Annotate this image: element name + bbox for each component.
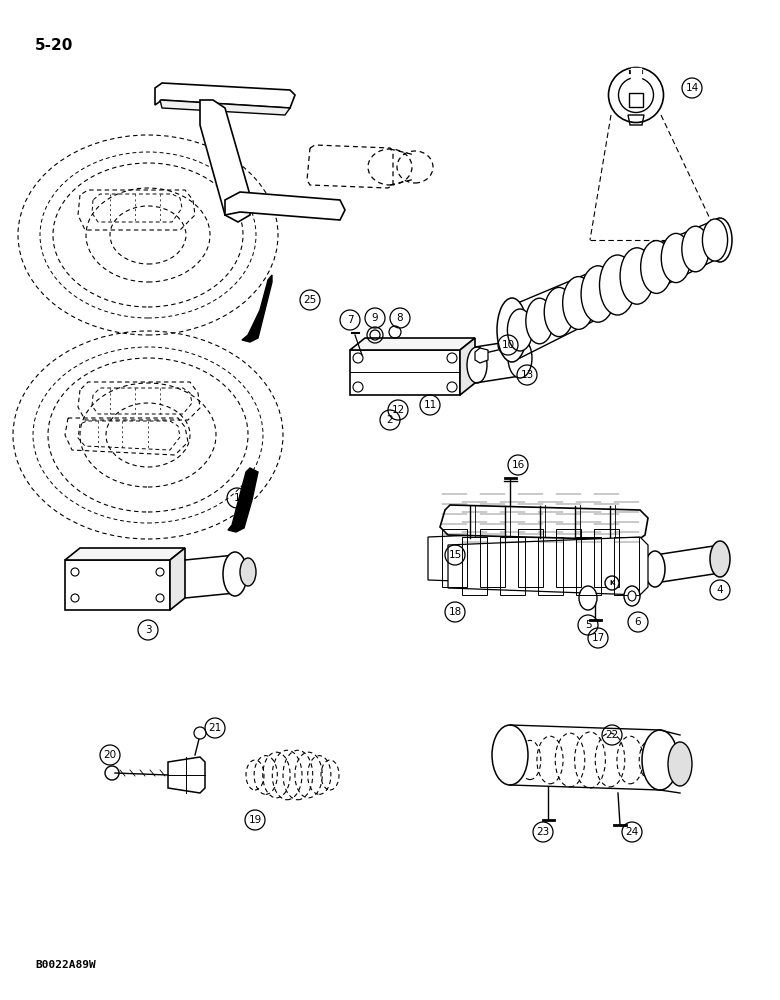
Text: 25: 25 xyxy=(303,295,317,305)
Text: 11: 11 xyxy=(424,400,437,410)
Text: 23: 23 xyxy=(537,827,550,837)
Ellipse shape xyxy=(661,233,691,283)
Polygon shape xyxy=(460,338,475,395)
Ellipse shape xyxy=(562,277,594,329)
Text: 6: 6 xyxy=(635,617,641,627)
Text: 20: 20 xyxy=(104,750,116,760)
Text: 19: 19 xyxy=(248,815,261,825)
Ellipse shape xyxy=(619,78,654,112)
Ellipse shape xyxy=(645,551,665,587)
Text: 5-20: 5-20 xyxy=(35,37,73,52)
Text: 2: 2 xyxy=(387,415,393,425)
Text: 10: 10 xyxy=(502,340,515,350)
Ellipse shape xyxy=(508,338,532,378)
Polygon shape xyxy=(170,548,185,610)
Ellipse shape xyxy=(581,266,615,322)
FancyBboxPatch shape xyxy=(629,93,643,107)
Text: 1: 1 xyxy=(234,493,240,503)
Text: 4: 4 xyxy=(717,585,723,595)
Polygon shape xyxy=(440,505,648,540)
Text: B0022A89W: B0022A89W xyxy=(35,960,96,970)
Polygon shape xyxy=(168,757,205,793)
Ellipse shape xyxy=(600,255,636,315)
Text: 3: 3 xyxy=(144,625,151,635)
Polygon shape xyxy=(631,68,641,80)
Polygon shape xyxy=(350,338,475,350)
Text: 22: 22 xyxy=(605,730,619,740)
Text: 15: 15 xyxy=(448,550,462,560)
Text: 5: 5 xyxy=(585,620,591,630)
Ellipse shape xyxy=(710,541,730,577)
Ellipse shape xyxy=(526,298,553,344)
Ellipse shape xyxy=(194,727,206,739)
Ellipse shape xyxy=(492,725,528,785)
Polygon shape xyxy=(160,100,290,115)
Ellipse shape xyxy=(223,552,247,596)
Ellipse shape xyxy=(508,309,533,351)
Polygon shape xyxy=(65,560,170,610)
Ellipse shape xyxy=(703,219,728,261)
Text: 16: 16 xyxy=(512,460,525,470)
Polygon shape xyxy=(475,348,488,363)
Polygon shape xyxy=(628,115,644,125)
Text: 14: 14 xyxy=(686,83,699,93)
Polygon shape xyxy=(65,548,185,560)
Ellipse shape xyxy=(708,218,732,262)
Ellipse shape xyxy=(624,586,640,606)
Polygon shape xyxy=(448,537,648,595)
Text: 12: 12 xyxy=(392,405,405,415)
Text: K: K xyxy=(609,580,615,586)
Polygon shape xyxy=(155,83,295,108)
Ellipse shape xyxy=(544,287,574,337)
Text: 9: 9 xyxy=(372,313,378,323)
Ellipse shape xyxy=(628,591,636,601)
Text: 7: 7 xyxy=(346,315,353,325)
Ellipse shape xyxy=(640,241,672,293)
Polygon shape xyxy=(225,192,345,220)
Polygon shape xyxy=(200,100,250,222)
Ellipse shape xyxy=(668,742,692,786)
Ellipse shape xyxy=(620,248,654,304)
Text: 21: 21 xyxy=(208,723,222,733)
Text: 8: 8 xyxy=(397,313,403,323)
Text: 24: 24 xyxy=(626,827,639,837)
Text: 18: 18 xyxy=(448,607,462,617)
Polygon shape xyxy=(228,468,258,532)
Ellipse shape xyxy=(642,730,678,790)
Text: 17: 17 xyxy=(591,633,604,643)
Ellipse shape xyxy=(497,298,527,362)
Ellipse shape xyxy=(579,586,597,610)
Polygon shape xyxy=(428,529,628,587)
Ellipse shape xyxy=(467,347,487,383)
Ellipse shape xyxy=(682,226,709,272)
Polygon shape xyxy=(350,350,460,395)
Polygon shape xyxy=(242,275,272,342)
Ellipse shape xyxy=(605,576,619,590)
Ellipse shape xyxy=(240,558,256,586)
Text: 13: 13 xyxy=(520,370,534,380)
